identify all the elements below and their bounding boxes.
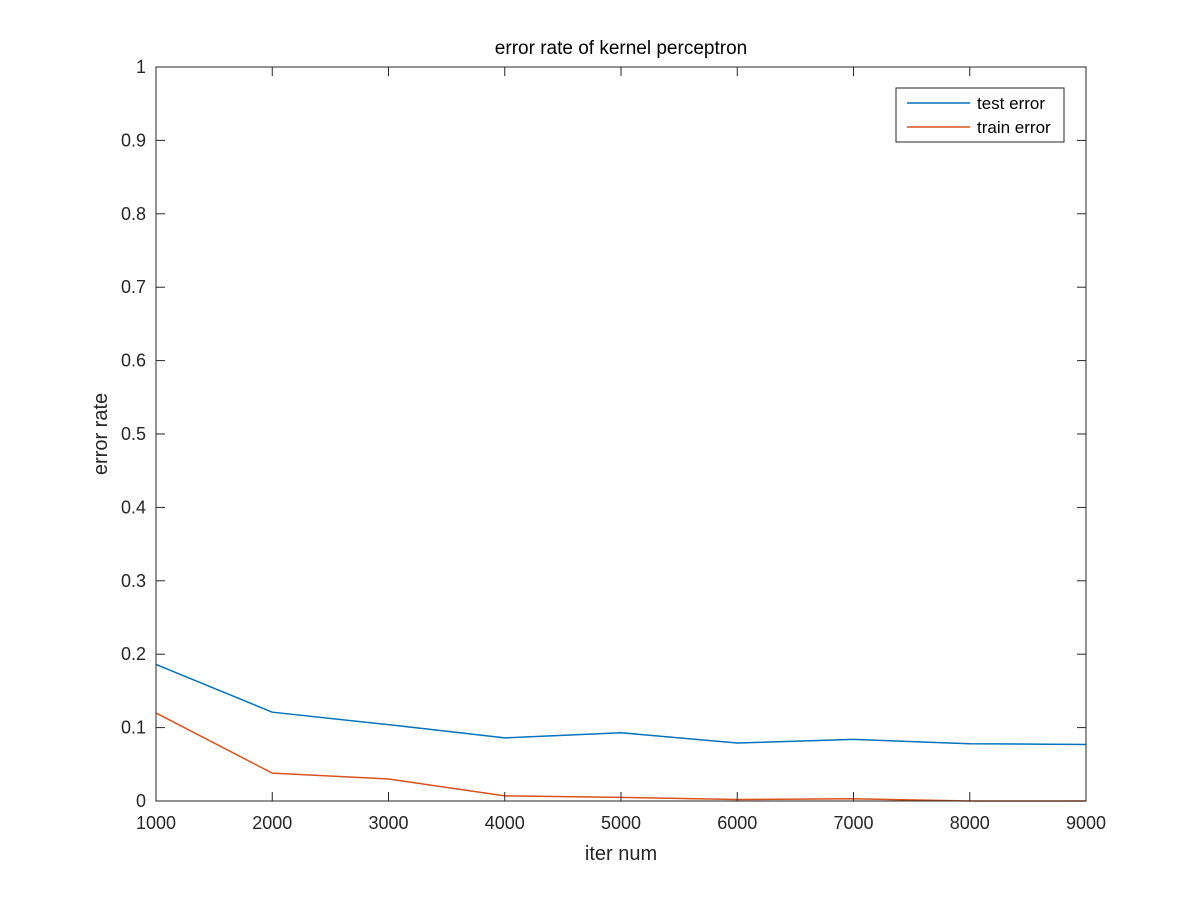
x-tick-label: 4000: [485, 813, 525, 833]
x-tick-label: 3000: [368, 813, 408, 833]
x-tick-label: 9000: [1066, 813, 1106, 833]
y-tick-label: 0.7: [121, 277, 146, 297]
y-tick-label: 0.4: [121, 497, 146, 517]
x-tick-label: 8000: [950, 813, 990, 833]
legend-box: [895, 87, 1065, 143]
y-tick-label: 0.8: [121, 204, 146, 224]
plot-area: [156, 67, 1086, 801]
y-axis-label: error rate: [90, 393, 112, 475]
y-tick-label: 0.5: [121, 424, 146, 444]
y-tick-label: 0.6: [121, 351, 146, 371]
axes-box: [155, 66, 1087, 802]
legend-label: train error: [977, 118, 1051, 137]
legend: test error train error: [895, 87, 1065, 143]
chart-title: error rate of kernel perceptron: [495, 38, 747, 59]
x-tick-label: 2000: [252, 813, 292, 833]
y-tick-label: 0.3: [121, 571, 146, 591]
x-tick-label: 7000: [833, 813, 873, 833]
ticks-layer: 1000 2000 3000 4000 5000 6000 7000 8000 9000 0 0.1…: [121, 57, 1106, 833]
y-tick-label: 0.9: [121, 130, 146, 150]
x-tick-label: 1000: [136, 813, 176, 833]
y-tick-label: 0.2: [121, 644, 146, 664]
series-line-test-error: [155, 663, 1087, 746]
y-tick-label: 0.1: [121, 718, 146, 738]
y-tick-label: 1: [136, 57, 146, 77]
legend-label: test error: [977, 94, 1045, 113]
y-tick-label: 0: [136, 791, 146, 811]
x-axis-label: iter num: [585, 843, 657, 865]
x-tick-label: 6000: [717, 813, 757, 833]
x-tick-label: 5000: [601, 813, 641, 833]
